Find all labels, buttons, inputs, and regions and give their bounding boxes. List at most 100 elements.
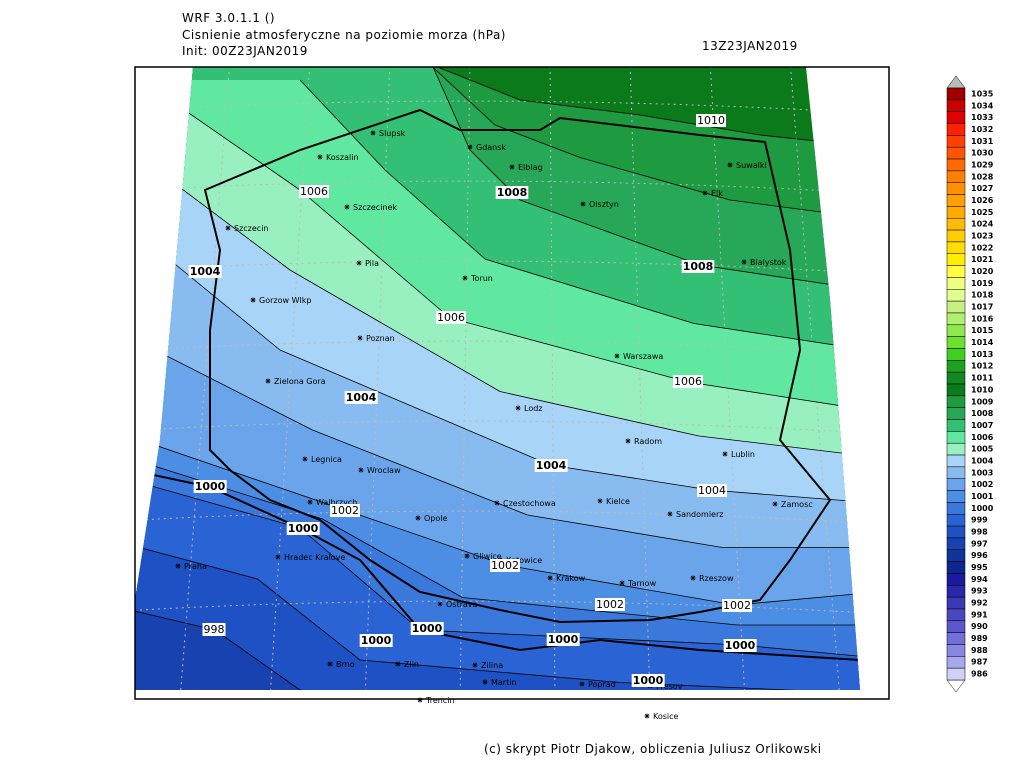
contour-label: 1000 (725, 639, 756, 652)
colorbar-box (946, 596, 966, 610)
colorbar-top-arrow (946, 75, 966, 89)
city-marker (515, 405, 521, 411)
city-name: Kosice (653, 712, 679, 721)
contour-label: 1008 (497, 186, 528, 199)
city-marker (690, 575, 696, 581)
city-name: Olsztyn (589, 200, 619, 209)
colorbar-box (946, 241, 966, 255)
colorbar-box (946, 289, 966, 302)
contour-label-bg (495, 186, 529, 199)
contour-label-bg (299, 185, 329, 198)
colorbar-label: 1012 (971, 362, 993, 371)
city-name: Elk (711, 189, 723, 198)
city-marker (370, 130, 376, 136)
contour-label-bg (344, 391, 378, 404)
field-band (135, 480, 860, 690)
city-name: Kielce (606, 497, 630, 506)
colorbar-label: 1023 (971, 232, 993, 241)
colorbar-box (946, 407, 966, 420)
city-marker (395, 661, 401, 667)
city-name: Trencin (425, 696, 455, 705)
colorbar-box (946, 253, 966, 266)
contour-label: 1004 (346, 391, 377, 404)
city-name: Martin (491, 678, 517, 687)
colorbar-box (946, 537, 966, 551)
city-marker (302, 456, 308, 462)
contour-label: 1004 (698, 484, 726, 497)
colorbar-box (946, 442, 966, 456)
contour-label: 1002 (723, 599, 751, 612)
city-marker (772, 501, 778, 507)
colorbar-label: 1002 (971, 480, 993, 489)
city-marker (275, 554, 281, 560)
colorbar-box (946, 312, 966, 326)
city-marker (619, 580, 625, 586)
colorbar-label: 992 (971, 599, 988, 608)
contour-label: 1008 (683, 260, 714, 273)
colorbar-box (946, 182, 966, 195)
colorbar-box (946, 99, 966, 112)
city-name: Suwalki (736, 161, 767, 170)
colorbar-box (946, 431, 966, 444)
city-marker (462, 275, 468, 281)
colorbar-box (946, 525, 966, 539)
colorbar-label: 1000 (971, 504, 994, 513)
contour-label: 1000 (361, 634, 392, 647)
colorbar-label: 1007 (971, 421, 993, 430)
colorbar-label: 999 (971, 516, 988, 525)
colorbar-box (946, 229, 966, 243)
city-marker (356, 260, 362, 266)
contour-label-bg (534, 459, 568, 472)
contour-label-bg (410, 622, 444, 635)
city-name: Poznan (366, 334, 395, 343)
city-marker (250, 297, 256, 303)
contour-label-bg (436, 311, 466, 324)
isobar (429, 67, 860, 296)
colorbar-label: 988 (971, 646, 988, 655)
city-name: Rzeszow (699, 574, 734, 583)
contour-label-bg (202, 623, 226, 636)
colorbar-box (946, 620, 966, 633)
city-marker (547, 575, 553, 581)
colorbar-box (946, 549, 966, 562)
contour-label-bg (359, 634, 393, 647)
contour-label-bg (546, 633, 580, 646)
colorbar-label: 1014 (971, 338, 994, 347)
colorbar-box (946, 324, 966, 337)
colorbar-label: 1034 (971, 101, 994, 110)
city-name: Warszawa (623, 352, 663, 361)
colorbar-label: 989 (971, 634, 988, 643)
colorbar-label: 1025 (971, 208, 994, 217)
city-marker (437, 601, 443, 607)
city-name: Pila (365, 259, 379, 268)
colorbar-label: 1011 (971, 374, 994, 383)
city-marker (225, 225, 231, 231)
city-name: Torun (470, 274, 493, 283)
colorbar: 1035 1034 1033 1032 1031 1030 1029 1028 1027 1026… (946, 75, 994, 693)
contour-label-bg (723, 639, 757, 652)
colorbar-box (946, 87, 966, 101)
colorbar-label: 1021 (971, 255, 994, 264)
city-name: Szczecin (234, 224, 269, 233)
city-name: Opole (424, 514, 447, 523)
colorbar-box (946, 632, 966, 645)
colorbar-label: 1019 (971, 279, 994, 288)
city-marker (358, 467, 364, 473)
contour-label: 1002 (331, 504, 359, 517)
city-name: Zlin (404, 660, 419, 669)
colorbar-box (946, 170, 966, 183)
colorbar-box (946, 656, 966, 669)
colorbar-label: 994 (971, 575, 988, 584)
colorbar-label: 1004 (971, 456, 994, 465)
colorbar-label: 1035 (971, 89, 994, 98)
city-name: Tarnow (627, 579, 657, 588)
contour-label-bg (490, 559, 520, 572)
city-name: Legnica (311, 455, 342, 464)
colorbar-box (946, 146, 966, 160)
colorbar-box (946, 348, 966, 361)
colorbar-label: 986 (971, 670, 988, 679)
city-name: Katowice (506, 556, 542, 565)
cities: Slupsk Koszalin Gdansk Elblag Olsztyn Suwalki… (175, 129, 813, 721)
city-marker (472, 662, 478, 668)
